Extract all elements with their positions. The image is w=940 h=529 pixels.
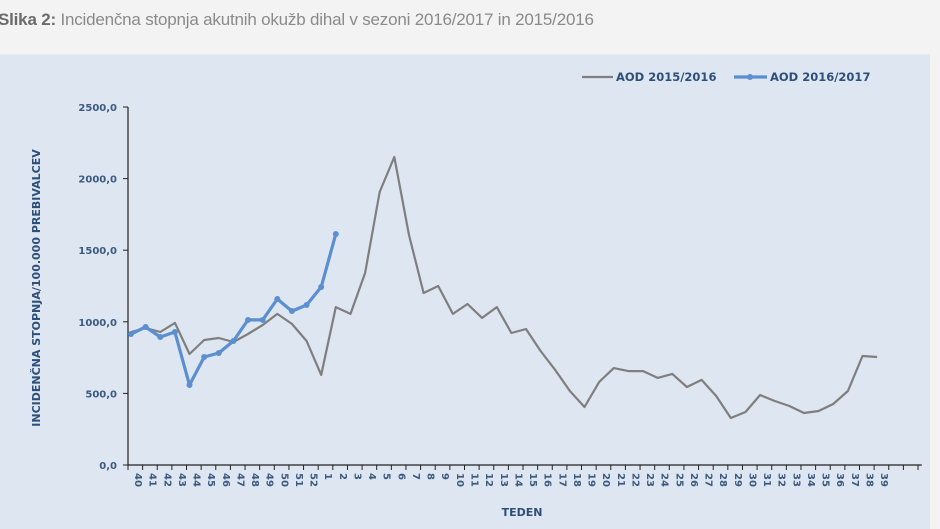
- data-point-marker: [230, 337, 237, 344]
- x-tick-label: 46: [220, 473, 231, 487]
- x-tick-label: 44: [191, 473, 202, 487]
- x-tick-label: 2: [337, 473, 348, 480]
- data-point-marker: [245, 316, 252, 323]
- y-tick-label: 0,0: [99, 461, 117, 472]
- x-tick-label: 47: [234, 473, 245, 487]
- y-tick-label: 1500,0: [78, 246, 117, 257]
- x-tick-label: 50: [278, 473, 289, 487]
- x-tick-label: 31: [761, 473, 772, 487]
- x-tick-label: 1: [322, 473, 333, 480]
- x-tick-label: 38: [864, 473, 875, 487]
- x-tick-label: 13: [498, 473, 509, 487]
- data-point-marker: [186, 381, 193, 388]
- x-tick-label: 17: [556, 473, 567, 487]
- x-tick-label: 10: [454, 473, 465, 487]
- x-tick-label: 49: [264, 473, 275, 487]
- data-point-marker: [142, 323, 149, 330]
- data-point-marker: [274, 296, 281, 303]
- data-point-marker: [259, 316, 266, 323]
- data-point-marker: [171, 328, 178, 335]
- data-point-marker: [332, 231, 339, 238]
- x-tick-label: 22: [629, 473, 640, 487]
- x-tick-label: 16: [542, 473, 553, 487]
- legend-marker-icon: [747, 74, 753, 80]
- x-tick-label: 39: [878, 473, 889, 487]
- x-tick-label: 24: [659, 473, 670, 487]
- data-point-marker: [318, 284, 325, 291]
- y-axis-title: INCIDENČNA STOPNJA/100.000 PREBIVALCEV: [30, 149, 43, 427]
- x-tick-label: 3: [351, 473, 362, 480]
- x-tick-label: 29: [732, 473, 743, 487]
- x-tick-label: 12: [483, 473, 494, 487]
- x-tick-label: 6: [395, 473, 406, 480]
- data-point-marker: [157, 333, 164, 340]
- x-tick-label: 34: [805, 473, 816, 487]
- data-point-marker: [303, 302, 310, 309]
- x-tick-label: 25: [673, 473, 684, 487]
- caption-label: Slika 2:: [0, 10, 56, 29]
- x-tick-label: 51: [293, 473, 304, 487]
- x-tick-label: 7: [410, 473, 421, 480]
- x-tick-label: 45: [205, 473, 216, 487]
- data-point-marker: [201, 354, 208, 361]
- x-tick-label: 9: [439, 473, 450, 480]
- x-tick-label: 41: [147, 473, 158, 487]
- x-tick-label: 36: [834, 473, 845, 487]
- series-line-2015-2016: [130, 155, 878, 420]
- x-axis-title: TEDEN: [502, 506, 543, 519]
- x-tick-label: 30: [746, 473, 757, 487]
- x-tick-label: 37: [849, 473, 860, 487]
- x-tick-label: 18: [571, 473, 582, 487]
- chart-panel: 0,0 500,0 1000,0 1500,0 2000,0 2500,0 40 41 42 43…: [0, 54, 930, 529]
- x-tick-label: 14: [512, 473, 523, 487]
- x-tick-label: 21: [615, 473, 626, 487]
- x-tick-label: 8: [425, 473, 436, 480]
- x-tick-label: 42: [161, 473, 172, 487]
- data-point-marker: [288, 308, 295, 315]
- data-point-marker: [215, 350, 222, 357]
- x-tick-label: 11: [468, 473, 479, 487]
- x-tick-label: 23: [644, 473, 655, 487]
- x-tick-label: 4: [366, 473, 377, 480]
- x-tick-label: 20: [600, 473, 611, 487]
- x-tick-label: 28: [717, 473, 728, 487]
- legend-label-2016-2017: AOD 2016/2017: [770, 70, 870, 84]
- x-tick-label: 52: [308, 473, 319, 487]
- y-tick-label: 2000,0: [78, 175, 117, 186]
- x-tick-label: 15: [527, 473, 538, 487]
- legend-label-2015-2016: AOD 2015/2016: [616, 70, 716, 84]
- y-tick-label: 1000,0: [78, 318, 117, 329]
- x-tick-label: 19: [586, 473, 597, 487]
- data-point-marker: [128, 330, 134, 337]
- y-tick-label: 2500,0: [78, 103, 117, 114]
- y-tick-label: 500,0: [85, 389, 117, 400]
- x-tick-label: 5: [381, 473, 392, 480]
- x-tick-label: 48: [249, 473, 260, 487]
- x-tick-label: 27: [703, 473, 714, 487]
- x-tick-label: 32: [776, 473, 787, 487]
- x-tick-label: 43: [176, 473, 187, 487]
- x-tick-label: 35: [820, 473, 831, 487]
- x-tick-label: 26: [688, 473, 699, 487]
- series-line-2016-2017: [130, 233, 338, 387]
- figure-caption: Slika 2: Incidenčna stopnja akutnih okuž…: [0, 10, 594, 30]
- x-tick-label: 33: [790, 473, 801, 487]
- x-tick-label: 40: [132, 473, 143, 487]
- caption-text: Incidenčna stopnja akutnih okužb dihal v…: [55, 10, 594, 29]
